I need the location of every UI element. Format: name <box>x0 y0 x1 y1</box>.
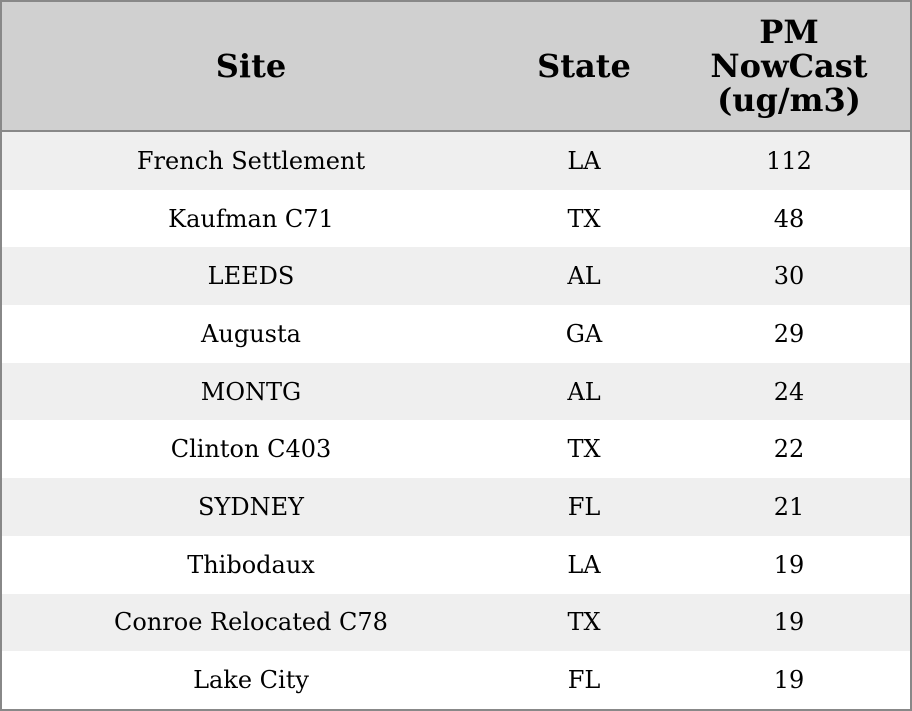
table-row: MONTG AL 24 <box>2 362 910 421</box>
table-cell: 30 <box>668 247 910 306</box>
table-cell: Lake City <box>2 651 500 709</box>
table-cell: LEEDS <box>2 247 500 306</box>
table-cell: 22 <box>668 420 910 479</box>
column-header-text: Site <box>215 47 287 85</box>
table-cell: Thibodaux <box>2 535 500 594</box>
table-cell: Conroe Relocated C78 <box>2 593 500 652</box>
table-cell: French Settlement <box>2 131 500 190</box>
table-cell: GA <box>500 305 668 363</box>
table-cell: 21 <box>668 478 910 536</box>
table-row: Kaufman C71 TX 48 <box>2 189 910 248</box>
table-cell: AL <box>500 247 668 306</box>
column-header: State <box>500 2 668 132</box>
table-cell: 112 <box>668 131 910 190</box>
table-row: Conroe Relocated C78 TX 19 <box>2 593 910 652</box>
table-row: Clinton C403 TX 22 <box>2 420 910 479</box>
table-cell: 19 <box>668 535 910 594</box>
column-header-text: PM NowCast (ug/m3) <box>710 13 868 119</box>
table-cell: TX <box>500 420 668 479</box>
table-cell: TX <box>500 593 668 652</box>
table-cell: AL <box>500 362 668 421</box>
table-cell: 19 <box>668 651 910 709</box>
table-cell: TX <box>500 189 668 248</box>
table-row: Augusta GA 29 <box>2 305 910 363</box>
table-cell: 29 <box>668 305 910 363</box>
table-cell: 19 <box>668 593 910 652</box>
table-body: French Settlement LA 112 Kaufman C71 TX 48 LEE… <box>2 131 910 709</box>
table-row: Lake City FL 19 <box>2 651 910 709</box>
column-header: PM NowCast (ug/m3) <box>668 2 910 132</box>
table-cell: SYDNEY <box>2 478 500 536</box>
table-cell: Kaufman C71 <box>2 189 500 248</box>
table-cell: Augusta <box>2 305 500 363</box>
table-cell: FL <box>500 478 668 536</box>
table-cell: Clinton C403 <box>2 420 500 479</box>
table-row: Thibodaux LA 19 <box>2 535 910 594</box>
table-row: SYDNEY FL 21 <box>2 478 910 536</box>
table-cell: MONTG <box>2 362 500 421</box>
table-row: LEEDS AL 30 <box>2 247 910 306</box>
column-header: Site <box>2 2 500 132</box>
table-cell: 48 <box>668 189 910 248</box>
table-row: French Settlement LA 112 <box>2 131 910 190</box>
table-cell: LA <box>500 535 668 594</box>
table-cell: 24 <box>668 362 910 421</box>
column-header-text: State <box>537 47 631 85</box>
header-row: Site State PM NowCast (ug/m3) <box>2 2 910 132</box>
table-cell: FL <box>500 651 668 709</box>
table-cell: LA <box>500 131 668 190</box>
